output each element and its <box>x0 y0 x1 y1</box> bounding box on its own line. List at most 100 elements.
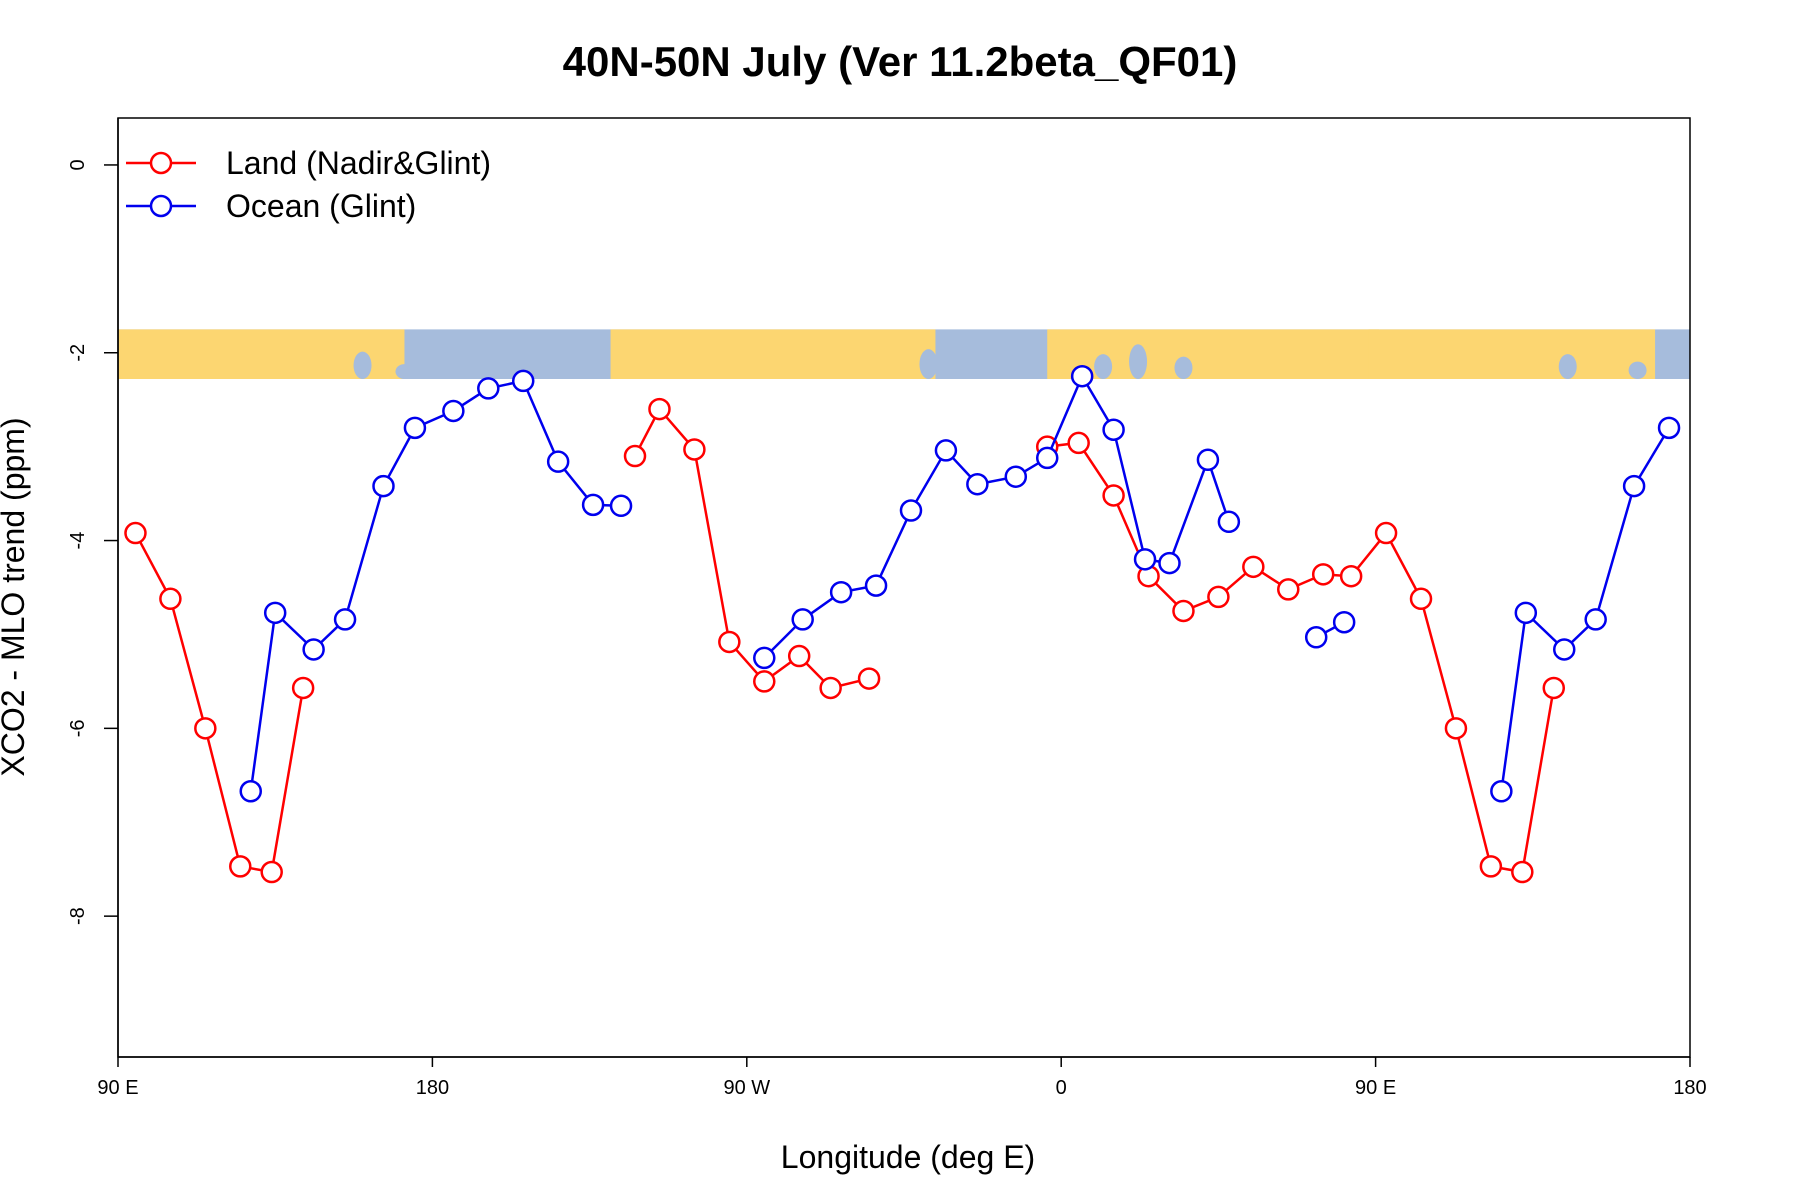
legend: Land (Nadir&Glint) Ocean (Glint) <box>126 145 491 224</box>
data-point-land <box>819 676 842 700</box>
x-axis: 90 E 180 90 W 0 90 E 180 <box>97 1056 1707 1099</box>
data-point-land <box>1207 585 1230 609</box>
data-point-ocean <box>1657 416 1681 440</box>
data-point-land <box>1409 587 1433 611</box>
data-point-ocean <box>1158 551 1181 575</box>
data-point-ocean <box>1332 610 1356 634</box>
data-point-land <box>124 521 147 545</box>
map-coast-detail <box>1094 354 1113 380</box>
chart-title: 40N-50N July (Ver 11.2beta_QF01) <box>563 38 1238 85</box>
data-point-ocean <box>791 608 814 631</box>
data-point-ocean <box>403 416 427 440</box>
data-point-ocean <box>1490 780 1513 803</box>
data-point-land <box>260 860 283 884</box>
data-point-land <box>1511 860 1534 884</box>
map-land-block <box>1368 329 1656 380</box>
data-point-ocean <box>511 369 535 393</box>
series-line-land <box>633 406 870 690</box>
map-land-block <box>610 329 936 380</box>
data-point-land <box>291 676 315 700</box>
map-coast-detail <box>353 351 372 380</box>
data-point-land <box>1479 855 1503 878</box>
data-point-ocean <box>753 646 776 670</box>
data-point-land <box>1102 484 1125 507</box>
series-line-ocean <box>249 379 622 792</box>
data-point-ocean <box>1196 448 1220 472</box>
data-point-ocean <box>1133 548 1157 571</box>
series-line-ocean <box>763 373 1231 659</box>
data-point-ocean <box>372 474 395 498</box>
data-point-land <box>1374 521 1398 545</box>
data-point-ocean <box>239 780 262 803</box>
data-point-ocean <box>1004 465 1028 488</box>
data-point-ocean <box>1304 626 1328 649</box>
data-point-ocean <box>477 377 500 400</box>
data-point-land <box>623 444 647 468</box>
map-coast-detail <box>395 364 414 380</box>
data-point-ocean <box>581 493 605 517</box>
data-point-ocean <box>864 574 888 597</box>
data-point-land <box>1242 555 1265 579</box>
data-point-ocean <box>1217 510 1241 534</box>
data-point-ocean <box>1514 601 1538 625</box>
data-point-land <box>683 438 706 461</box>
data-point-ocean <box>609 494 633 518</box>
data-point-land <box>229 855 252 878</box>
data-point-land <box>194 717 217 740</box>
x-tick-label: 90 E <box>1355 1077 1396 1099</box>
data-point-land <box>718 630 741 654</box>
legend-land-label: Land (Nadir&Glint) <box>226 145 491 181</box>
x-axis-label: Longitude (deg E) <box>781 1139 1035 1175</box>
data-point-land <box>1277 578 1300 601</box>
y-tick-label: -4 <box>67 532 89 550</box>
data-point-land <box>1339 564 1363 588</box>
y-tick-label: -8 <box>67 907 89 925</box>
data-point-land <box>648 397 671 421</box>
legend-ocean-marker <box>149 194 173 218</box>
x-tick-label: 0 <box>1056 1077 1067 1099</box>
data-point-land <box>1444 717 1468 740</box>
series-land <box>124 397 1566 884</box>
y-tick-label: -2 <box>67 344 89 362</box>
map-coast-detail <box>1628 361 1647 380</box>
data-point-ocean <box>966 472 989 496</box>
data-point-ocean <box>934 439 958 462</box>
map-coast-detail <box>919 349 938 380</box>
series-line-land <box>134 532 305 874</box>
data-point-ocean <box>1552 638 1576 661</box>
data-point-land <box>1172 599 1195 623</box>
data-point-ocean <box>263 601 287 625</box>
data-point-land <box>159 587 182 611</box>
world-map-strip <box>118 329 1690 380</box>
y-tick-label: 0 <box>67 159 89 170</box>
legend-ocean-label: Ocean (Glint) <box>226 188 416 224</box>
x-tick-label: 90 E <box>97 1077 138 1099</box>
x-tick-label: 180 <box>416 1077 449 1099</box>
map-coast-detail <box>950 361 969 380</box>
data-point-land <box>1542 676 1566 700</box>
data-point-land <box>857 667 881 690</box>
data-point-ocean <box>1584 608 1607 631</box>
data-point-ocean <box>1070 364 1094 388</box>
y-tick-label: -6 <box>67 719 89 737</box>
x-tick-label: 90 W <box>723 1077 770 1099</box>
data-point-ocean <box>442 399 465 423</box>
data-point-ocean <box>1622 474 1646 498</box>
data-point-ocean <box>333 608 357 631</box>
series-line-ocean <box>1500 427 1671 792</box>
data-point-ocean <box>899 499 923 522</box>
y-axis: 0 -2 -4 -6 -8 <box>67 118 119 1057</box>
data-point-ocean <box>1035 446 1059 470</box>
map-coast-detail <box>1558 354 1577 380</box>
data-point-ocean <box>1102 418 1125 441</box>
series-ocean <box>239 364 1681 803</box>
series-line-land <box>1047 441 1555 874</box>
data-point-ocean <box>546 450 570 473</box>
data-point-land <box>787 644 811 668</box>
map-coast-detail <box>1174 356 1193 380</box>
y-axis-label: XCO2 - MLO trend (ppm) <box>0 417 31 776</box>
data-point-ocean <box>302 638 325 661</box>
data-point-land <box>1311 563 1335 586</box>
legend-land-marker <box>149 151 173 175</box>
